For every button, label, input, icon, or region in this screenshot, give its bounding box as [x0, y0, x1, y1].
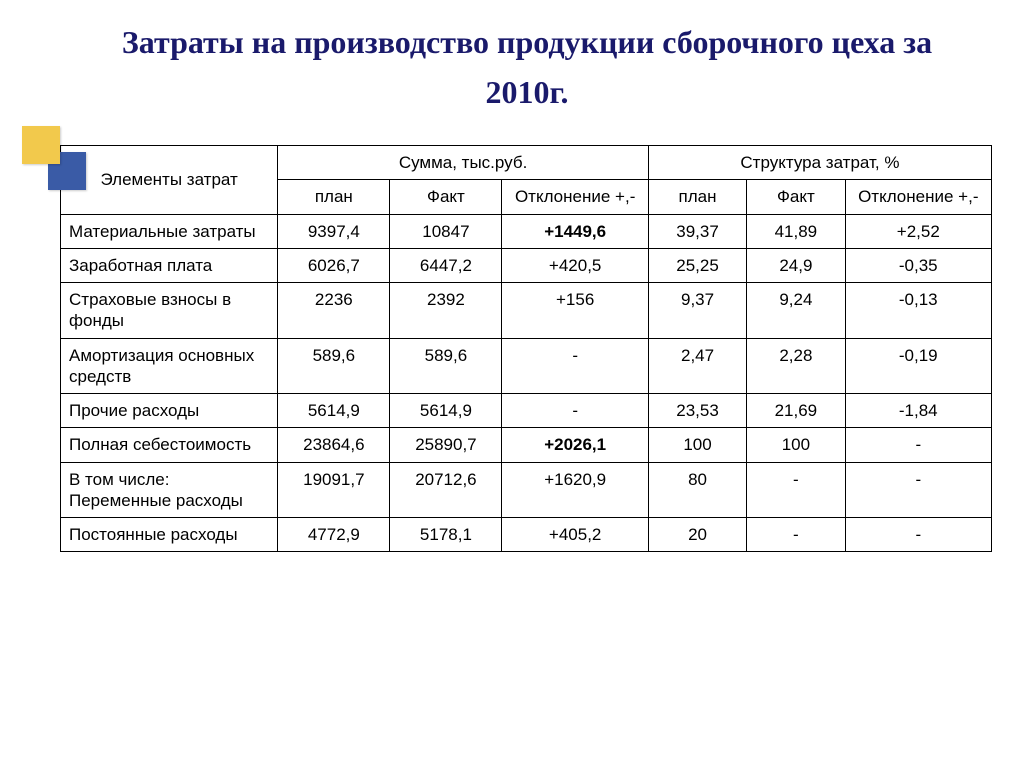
cell: 19091,7: [278, 462, 390, 518]
cell: -0,35: [845, 248, 991, 282]
cell: -: [845, 518, 991, 552]
cell: 25890,7: [390, 428, 502, 462]
row-label: Страховые взносы в фонды: [61, 283, 278, 339]
row-label: Материальные затраты: [61, 214, 278, 248]
slide-bullet-decoration: [22, 126, 86, 190]
header-sum-dev: Отклонение +,-: [502, 180, 648, 214]
cell: +156: [502, 283, 648, 339]
cell: 6447,2: [390, 248, 502, 282]
cell: +2026,1: [502, 428, 648, 462]
square-yellow-icon: [22, 126, 60, 164]
cell: 21,69: [747, 394, 845, 428]
cell: +405,2: [502, 518, 648, 552]
cell: 20: [648, 518, 746, 552]
table-row: Постоянные расходы4772,95178,1+405,220--: [61, 518, 992, 552]
header-pct-dev: Отклонение +,-: [845, 180, 991, 214]
cell: 25,25: [648, 248, 746, 282]
cell: 589,6: [278, 338, 390, 394]
header-pct-fact: Факт: [747, 180, 845, 214]
cell: +420,5: [502, 248, 648, 282]
row-label: Амортизация основных средств: [61, 338, 278, 394]
cell: 9,24: [747, 283, 845, 339]
cost-table-body: Материальные затраты9397,410847+1449,639…: [61, 214, 992, 552]
cell: -: [747, 518, 845, 552]
header-group-struct: Структура затрат, %: [648, 146, 991, 180]
cell: +1620,9: [502, 462, 648, 518]
cell: 2,28: [747, 338, 845, 394]
table-row: Заработная плата6026,76447,2+420,525,252…: [61, 248, 992, 282]
row-label: Заработная плата: [61, 248, 278, 282]
table-header-row-1: Элементы затрат Сумма, тыс.руб. Структур…: [61, 146, 992, 180]
cost-table-container: Элементы затрат Сумма, тыс.руб. Структур…: [60, 145, 992, 552]
cell: -: [845, 428, 991, 462]
header-sum-fact: Факт: [390, 180, 502, 214]
header-elements: Элементы затрат: [61, 146, 278, 215]
cell: 5178,1: [390, 518, 502, 552]
cell: 5614,9: [390, 394, 502, 428]
cell: 6026,7: [278, 248, 390, 282]
cell: 100: [747, 428, 845, 462]
cell: 9397,4: [278, 214, 390, 248]
cell: 4772,9: [278, 518, 390, 552]
cell: 24,9: [747, 248, 845, 282]
cell: 2236: [278, 283, 390, 339]
table-row: Полная себестоимость23864,625890,7+2026,…: [61, 428, 992, 462]
cost-table: Элементы затрат Сумма, тыс.руб. Структур…: [60, 145, 992, 552]
cell: 39,37: [648, 214, 746, 248]
table-row: Страховые взносы в фонды22362392+1569,37…: [61, 283, 992, 339]
row-label: Постоянные расходы: [61, 518, 278, 552]
table-row: Материальные затраты9397,410847+1449,639…: [61, 214, 992, 248]
slide-title: Затраты на производство продукции сбороч…: [110, 18, 944, 117]
cell: 23864,6: [278, 428, 390, 462]
cell: 5614,9: [278, 394, 390, 428]
row-label: В том числе: Переменные расходы: [61, 462, 278, 518]
cell: -: [747, 462, 845, 518]
cell: 10847: [390, 214, 502, 248]
cell: 9,37: [648, 283, 746, 339]
cell: -: [502, 338, 648, 394]
cell: 20712,6: [390, 462, 502, 518]
table-row: Прочие расходы5614,95614,9-23,5321,69-1,…: [61, 394, 992, 428]
cell: 2,47: [648, 338, 746, 394]
cell: 100: [648, 428, 746, 462]
cell: +2,52: [845, 214, 991, 248]
cell: 2392: [390, 283, 502, 339]
row-label: Полная себестоимость: [61, 428, 278, 462]
cell: 41,89: [747, 214, 845, 248]
cell: 80: [648, 462, 746, 518]
cell: 589,6: [390, 338, 502, 394]
table-row: В том числе: Переменные расходы19091,720…: [61, 462, 992, 518]
cell: -0,19: [845, 338, 991, 394]
header-sum-plan: план: [278, 180, 390, 214]
row-label: Прочие расходы: [61, 394, 278, 428]
cell: +1449,6: [502, 214, 648, 248]
header-pct-plan: план: [648, 180, 746, 214]
cell: -: [845, 462, 991, 518]
cell: -: [502, 394, 648, 428]
cell: -0,13: [845, 283, 991, 339]
table-row: Амортизация основных средств589,6589,6-2…: [61, 338, 992, 394]
cell: 23,53: [648, 394, 746, 428]
cell: -1,84: [845, 394, 991, 428]
header-group-sum: Сумма, тыс.руб.: [278, 146, 649, 180]
